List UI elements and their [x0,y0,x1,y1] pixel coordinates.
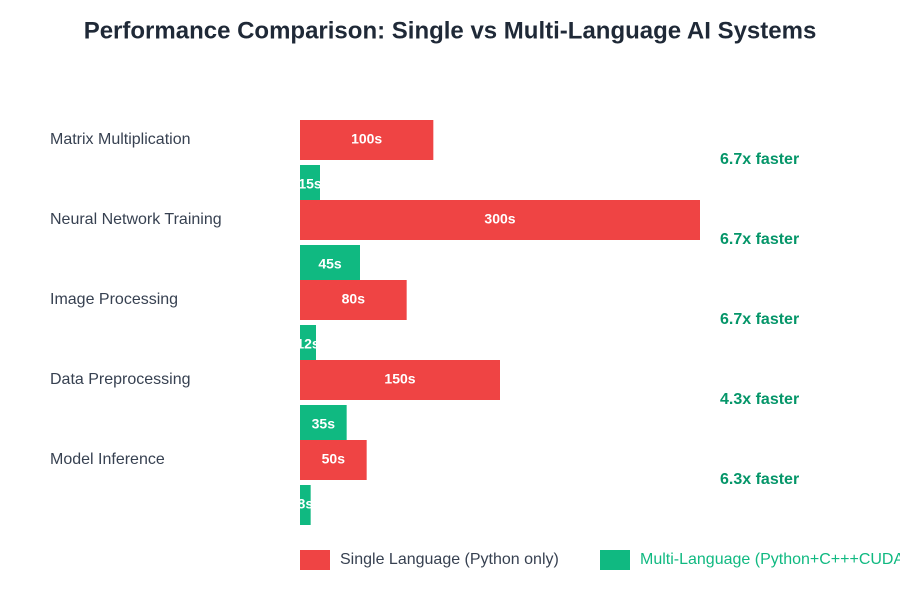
bar [300,165,320,205]
speedup-label: 4.3x faster [720,391,799,408]
legend-swatch [300,550,330,570]
bar [300,440,367,480]
chart-title: Performance Comparison: Single vs Multi-… [84,17,817,44]
bar [300,405,347,445]
value-label: 15s [298,176,322,192]
legend-label: Single Language (Python only) [340,551,559,568]
value-label: 12s [296,336,320,352]
category-label: Neural Network Training [50,211,222,228]
category-label: Matrix Multiplication [50,131,190,148]
speedup-label: 6.7x faster [720,311,799,328]
value-label: 35s [312,416,336,432]
bar [300,485,311,525]
speedup-label: 6.7x faster [720,151,799,168]
value-label: 80s [342,291,366,307]
category-label: Data Preprocessing [50,371,191,388]
speedup-label: 6.7x faster [720,231,799,248]
category-label: Model Inference [50,451,165,468]
bar [300,280,407,320]
value-label: 8s [298,496,314,512]
bar [300,200,700,240]
value-label: 150s [384,371,415,387]
value-label: 100s [351,131,382,147]
bar [300,245,360,285]
value-label: 50s [322,451,346,467]
bar [300,325,316,365]
bar [300,360,500,400]
legend-swatch [600,550,630,570]
value-label: 300s [484,211,515,227]
legend-label: Multi-Language (Python+C+++CUDA) [640,551,900,568]
bar [300,120,434,160]
speedup-label: 6.3x faster [720,471,799,488]
category-label: Image Processing [50,291,178,308]
value-label: 45s [318,256,342,272]
